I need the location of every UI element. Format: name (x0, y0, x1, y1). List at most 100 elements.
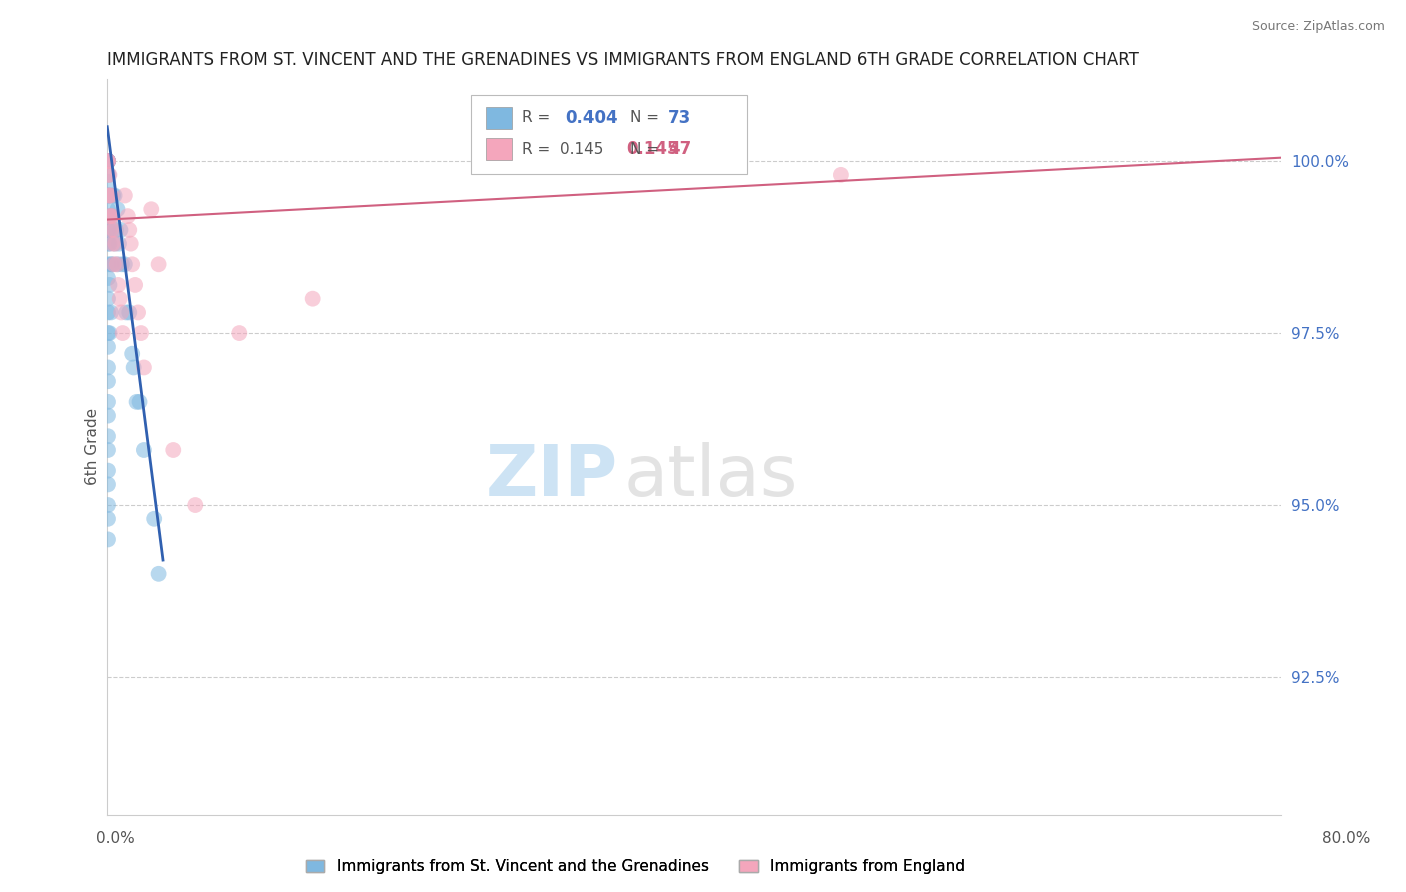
Point (132, 360, 155, 375)
Point (103, 223, 125, 237)
Point (97, 340, 120, 354)
FancyBboxPatch shape (486, 138, 512, 161)
Point (105, 223, 128, 237)
Point (110, 305, 132, 319)
Point (111, 326, 134, 340)
Point (114, 257, 136, 271)
Point (97, 168, 120, 182)
Point (117, 209, 139, 223)
Text: 73: 73 (668, 109, 692, 127)
Point (118, 305, 141, 319)
Point (162, 442, 184, 457)
Point (103, 188, 125, 202)
Point (97, 154, 120, 169)
Point (97, 477, 120, 491)
Point (97, 154, 120, 169)
Point (98, 277, 121, 292)
Point (100, 257, 122, 271)
Point (97, 202, 120, 217)
Point (97, 374, 120, 388)
Text: 0.404: 0.404 (565, 109, 617, 127)
Point (108, 236, 131, 251)
Point (97, 395, 120, 409)
Point (101, 188, 124, 202)
Text: N =: N = (630, 142, 664, 157)
Point (97, 236, 120, 251)
Point (97, 223, 120, 237)
Point (97, 257, 120, 271)
Point (122, 360, 145, 375)
Point (97, 429, 120, 443)
Point (141, 202, 163, 217)
Point (107, 257, 129, 271)
Point (100, 223, 122, 237)
Text: 0.145: 0.145 (626, 140, 679, 158)
Point (98, 188, 121, 202)
Text: 80.0%: 80.0% (1323, 831, 1371, 846)
Point (118, 223, 141, 237)
Point (97, 154, 120, 169)
Y-axis label: 6th Grade: 6th Grade (86, 408, 100, 485)
Point (97, 154, 120, 169)
FancyBboxPatch shape (471, 95, 747, 174)
Point (97, 409, 120, 423)
Point (97, 175, 120, 189)
Point (121, 347, 143, 361)
Point (100, 305, 122, 319)
Point (129, 326, 152, 340)
Point (97, 498, 120, 512)
Point (97, 305, 120, 319)
Point (115, 305, 138, 319)
Point (97, 442, 120, 457)
Text: ZIP: ZIP (485, 442, 617, 510)
Point (97, 271, 120, 285)
Point (143, 512, 166, 526)
Point (830, 168, 852, 182)
Point (101, 257, 124, 271)
Point (97, 464, 120, 478)
Point (228, 326, 250, 340)
Point (108, 292, 131, 306)
Point (97, 223, 120, 237)
Point (97, 188, 120, 202)
Text: IMMIGRANTS FROM ST. VINCENT AND THE GRENADINES VS IMMIGRANTS FROM ENGLAND 6TH GR: IMMIGRANTS FROM ST. VINCENT AND THE GREN… (107, 51, 1139, 69)
Point (148, 566, 170, 581)
Point (120, 236, 142, 251)
Point (97, 188, 120, 202)
Point (98, 326, 121, 340)
Point (100, 223, 122, 237)
Point (100, 209, 122, 223)
Point (121, 257, 143, 271)
FancyBboxPatch shape (486, 106, 512, 128)
Text: R =  0.145: R = 0.145 (522, 142, 603, 157)
Point (124, 277, 146, 292)
Point (114, 188, 136, 202)
Point (148, 257, 170, 271)
Point (100, 188, 122, 202)
Point (98, 168, 121, 182)
Point (97, 326, 120, 340)
Point (101, 236, 124, 251)
Point (98, 236, 121, 251)
Text: 0.0%: 0.0% (96, 831, 135, 846)
Point (103, 236, 125, 251)
Text: Source: ZipAtlas.com: Source: ZipAtlas.com (1251, 20, 1385, 33)
Point (97, 154, 120, 169)
Point (107, 202, 129, 217)
Text: R =: R = (522, 110, 555, 125)
Point (101, 209, 124, 223)
Point (98, 209, 121, 223)
Legend: Immigrants from St. Vincent and the Grenadines, Immigrants from England: Immigrants from St. Vincent and the Gren… (299, 854, 972, 880)
Point (97, 360, 120, 375)
Text: N =: N = (630, 110, 664, 125)
Point (97, 154, 120, 169)
Point (128, 395, 150, 409)
Point (97, 168, 120, 182)
Point (105, 257, 128, 271)
Point (301, 292, 323, 306)
Point (97, 154, 120, 169)
Point (184, 498, 207, 512)
Point (132, 442, 155, 457)
Point (97, 512, 120, 526)
Point (97, 533, 120, 547)
